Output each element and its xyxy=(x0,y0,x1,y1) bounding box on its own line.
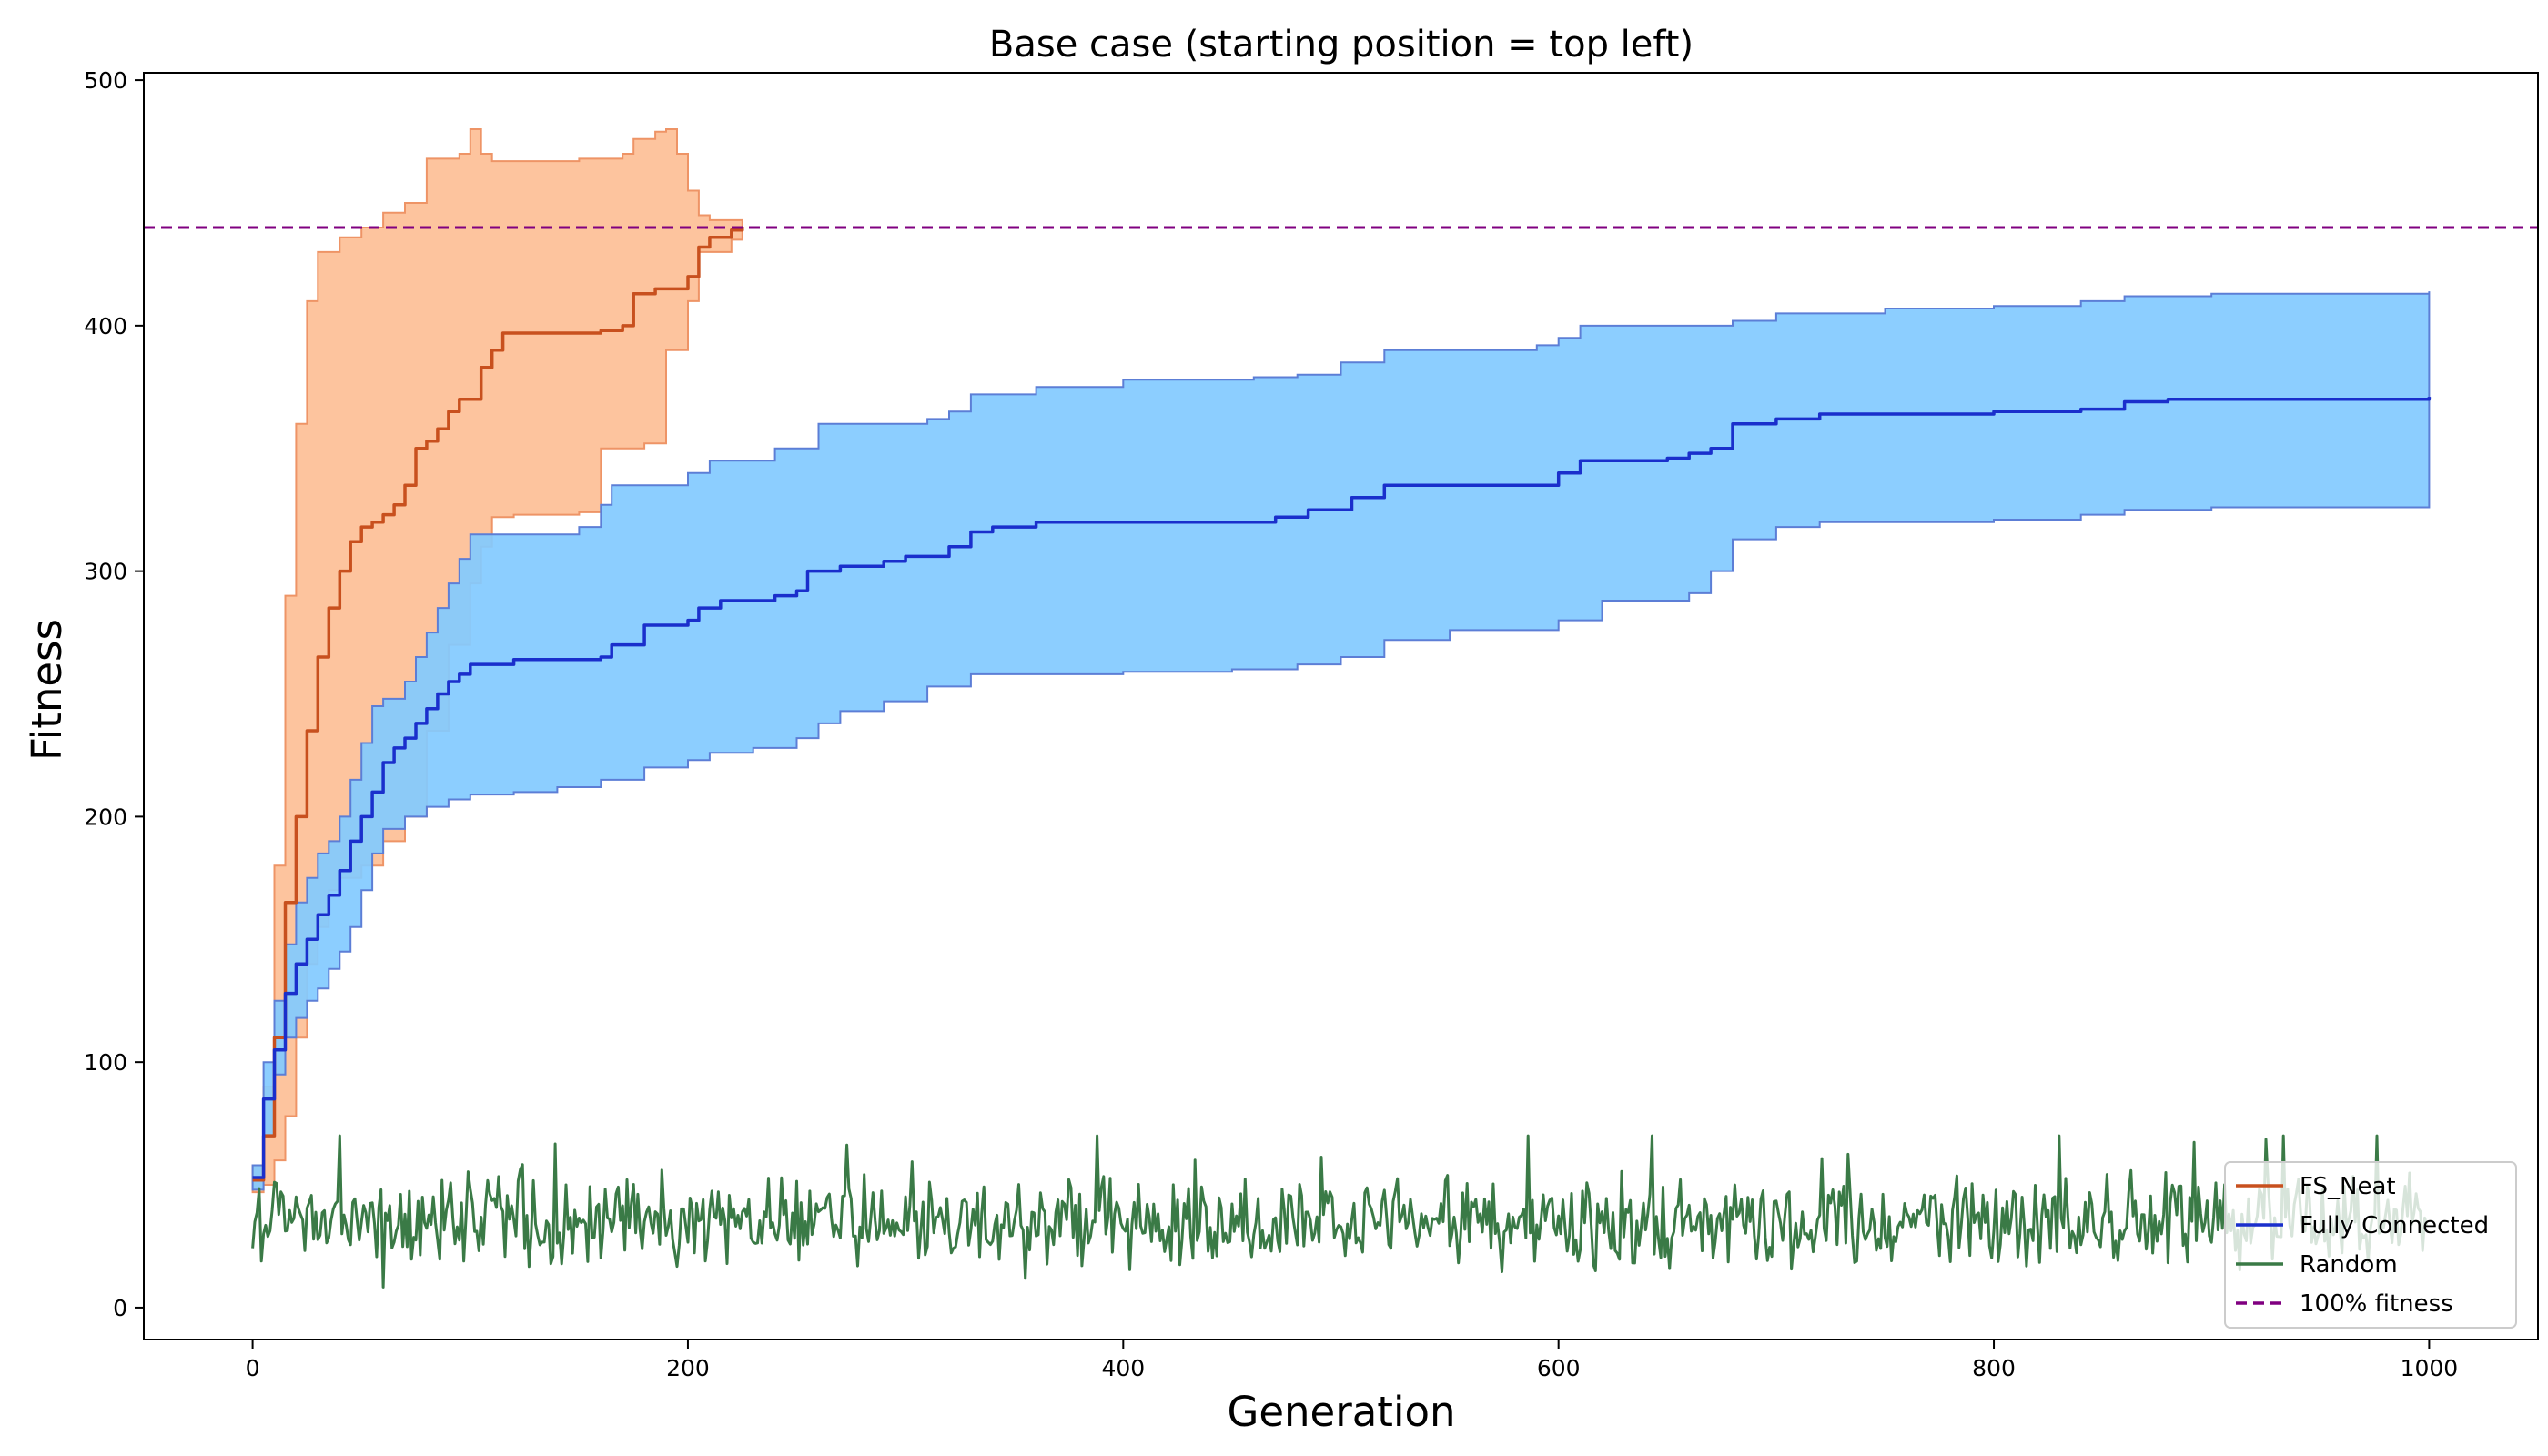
fs-neat-mean-line xyxy=(252,228,744,1182)
y-tick-label: 500 xyxy=(84,67,127,94)
y-tick-label: 300 xyxy=(84,559,127,585)
plot-frame xyxy=(143,72,2539,1340)
x-tick-label: 200 xyxy=(666,1355,710,1381)
legend-label-100-fitness: 100% fitness xyxy=(2300,1290,2453,1318)
x-tick-label: 800 xyxy=(1972,1355,2016,1381)
x-axis-title: Generation xyxy=(1227,1388,1455,1436)
fully-connected-band xyxy=(251,291,2431,1191)
plot-area xyxy=(144,128,2538,1289)
legend-box xyxy=(2224,1161,2517,1329)
x-tick-label: 400 xyxy=(1101,1355,1145,1381)
x-tick-label: 600 xyxy=(1537,1355,1581,1381)
chart-title: Base case (starting position = top left) xyxy=(989,24,1694,66)
legend-label-random: Random xyxy=(2300,1251,2398,1279)
y-tick-label: 100 xyxy=(84,1049,127,1076)
axes: 0 200 400 600 800 1000 0 100 200 300 400 500 xyxy=(84,67,2539,1381)
legend-label-fs-neat: FS_Neat xyxy=(2300,1173,2396,1200)
y-tick-label: 400 xyxy=(84,313,127,339)
legend: FS_Neat Fully Connected Random 100% fitness xyxy=(2224,1161,2517,1329)
legend-label-fully-connected: Fully Connected xyxy=(2300,1212,2489,1239)
x-tick-label: 1000 xyxy=(2401,1355,2459,1381)
y-tick-label: 0 xyxy=(113,1295,127,1321)
fully-connected-mean-line xyxy=(252,397,2432,1179)
y-tick-label: 200 xyxy=(84,804,127,830)
x-tick-label: 0 xyxy=(246,1355,260,1381)
y-axis-title: Fitness xyxy=(23,619,71,761)
random-line xyxy=(251,1134,2429,1289)
